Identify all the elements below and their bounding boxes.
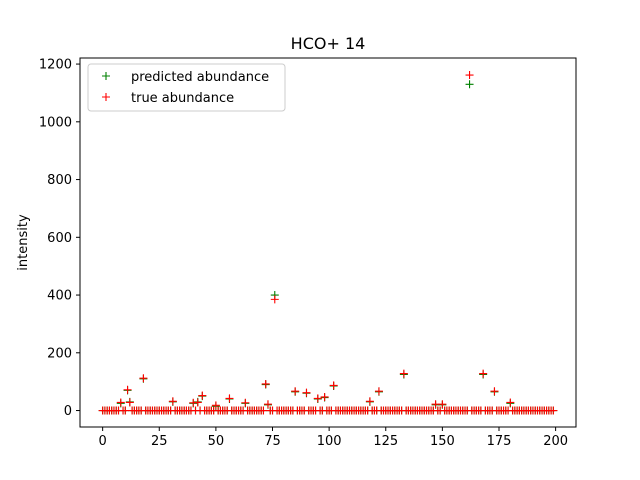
- x-tick-label: 25: [151, 434, 168, 449]
- data-point: [261, 379, 270, 388]
- data-point: [438, 400, 447, 409]
- legend-box: [87, 63, 286, 112]
- data-point: [549, 406, 558, 415]
- chart-title: HCO+ 14: [291, 34, 366, 53]
- x-tick-label: 200: [543, 434, 568, 449]
- data-point: [225, 394, 234, 403]
- data-point: [320, 392, 329, 401]
- legend: predicted abundance true abundance: [87, 63, 286, 112]
- data-point: [121, 406, 130, 415]
- legend-marker: [102, 93, 110, 101]
- data-point: [198, 391, 207, 400]
- ticks-layer: 0 25 50 75 100 125 150 175 200 0 200 400 600 800 1000 1…: [39, 58, 568, 449]
- data-point: [241, 398, 250, 407]
- y-axis-label: intensity: [16, 214, 31, 271]
- data-point: [313, 394, 322, 403]
- data-point: [193, 398, 202, 407]
- data-point: [465, 80, 474, 89]
- data-point: [365, 397, 374, 406]
- data-point: [291, 387, 300, 396]
- data-point: [506, 398, 515, 407]
- x-tick-label: 0: [99, 434, 107, 449]
- plot-area-frame: [79, 57, 577, 428]
- data-point: [329, 381, 338, 390]
- y-tick-label: 1200: [39, 58, 72, 73]
- x-tick-label: 100: [317, 434, 342, 449]
- legend-marker: [102, 72, 110, 80]
- data-point: [270, 295, 279, 304]
- data-point: [431, 400, 440, 409]
- y-tick-label: 600: [47, 231, 72, 246]
- data-point: [259, 406, 268, 415]
- data-point: [374, 387, 383, 396]
- y-tick-label: 400: [47, 289, 72, 304]
- legend-entry-label: true abundance: [131, 91, 234, 106]
- data-point: [168, 397, 177, 406]
- legend-entry-label: predicted abundance: [131, 70, 269, 85]
- x-tick-label: 150: [430, 434, 455, 449]
- y-tick-label: 0: [64, 404, 72, 419]
- data-point: [490, 387, 499, 396]
- data-point: [479, 369, 488, 378]
- data-point: [125, 398, 134, 407]
- data-point: [399, 369, 408, 378]
- data-point: [465, 71, 474, 80]
- data-point: [123, 385, 132, 394]
- data-point: [302, 388, 311, 397]
- points-layer: [98, 71, 558, 415]
- data-point: [139, 374, 148, 383]
- data-point: [116, 398, 125, 407]
- data-point: [263, 400, 272, 409]
- series-true-abundance: [98, 71, 558, 415]
- x-tick-label: 50: [208, 434, 225, 449]
- x-tick-label: 75: [264, 434, 281, 449]
- y-tick-label: 1000: [39, 115, 72, 130]
- y-tick-label: 800: [47, 173, 72, 188]
- y-tick-label: 200: [47, 346, 72, 361]
- x-tick-label: 125: [373, 434, 398, 449]
- data-point: [211, 401, 220, 410]
- x-tick-label: 175: [487, 434, 512, 449]
